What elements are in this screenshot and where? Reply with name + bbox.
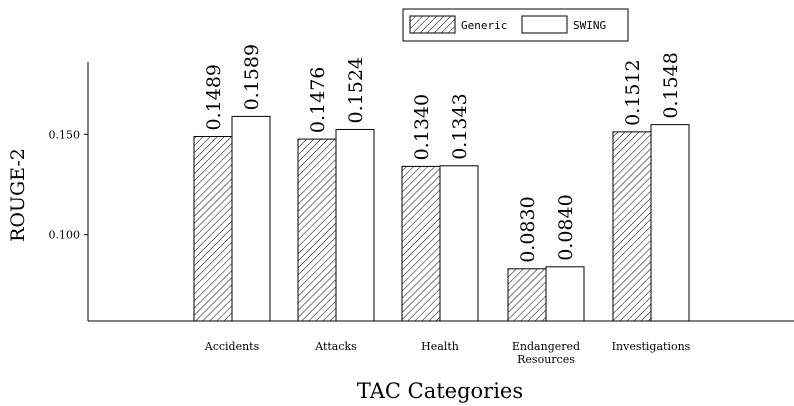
x-tick-label: Attacks	[314, 340, 357, 353]
value-label: 0.1589	[241, 44, 263, 110]
value-label: 0.1489	[203, 64, 225, 130]
value-label: 0.0840	[555, 194, 577, 260]
value-label: 0.1476	[307, 67, 329, 133]
bar-generic-attacks	[297, 138, 337, 322]
x-tick-label: Resources	[517, 353, 575, 366]
bar-generic-health	[401, 165, 441, 322]
bar-generic-accidents	[193, 135, 233, 322]
x-tick-label: Accidents	[204, 340, 260, 353]
y-tick-label: 0.100	[49, 229, 81, 242]
legend-label-generic: Generic	[461, 19, 507, 32]
bar-swing-endangered-resources	[545, 266, 585, 322]
x-tick-labels: Accidents Attacks Health EndangeredResource…	[204, 340, 691, 366]
legend: Generic SWING	[402, 8, 629, 42]
y-ticks: 0.100 0.150	[49, 128, 88, 242]
x-tick-label: Endangered	[512, 340, 580, 353]
value-labels: 0.1489 0.1476 0.1340 0.0830 0.1512 0.1589 0.15…	[203, 44, 682, 263]
bars	[193, 115, 690, 322]
y-axis-label: ROUGE-2	[7, 148, 29, 242]
bar-swing-attacks	[335, 128, 375, 322]
value-label: 0.0830	[517, 196, 539, 262]
value-label: 0.1548	[660, 52, 682, 118]
legend-swatch-swing	[521, 15, 568, 34]
legend-swatch-generic	[409, 15, 456, 34]
value-label: 0.1512	[622, 59, 644, 125]
bar-swing-investigations	[650, 124, 690, 322]
legend-label-swing: SWING	[573, 19, 606, 32]
x-tick-label: Investigations	[612, 340, 691, 353]
x-axis-label: TAC Categories	[357, 379, 523, 403]
value-label: 0.1340	[411, 94, 433, 160]
y-tick-label: 0.150	[49, 128, 81, 141]
value-label: 0.1524	[345, 57, 367, 123]
bar-generic-investigations	[612, 131, 652, 322]
value-label: 0.1343	[449, 93, 471, 159]
bar-swing-health	[439, 165, 479, 322]
bar-generic-endangered-resources	[507, 268, 547, 322]
bar-swing-accidents	[231, 115, 271, 322]
x-tick-label: Health	[421, 340, 459, 353]
